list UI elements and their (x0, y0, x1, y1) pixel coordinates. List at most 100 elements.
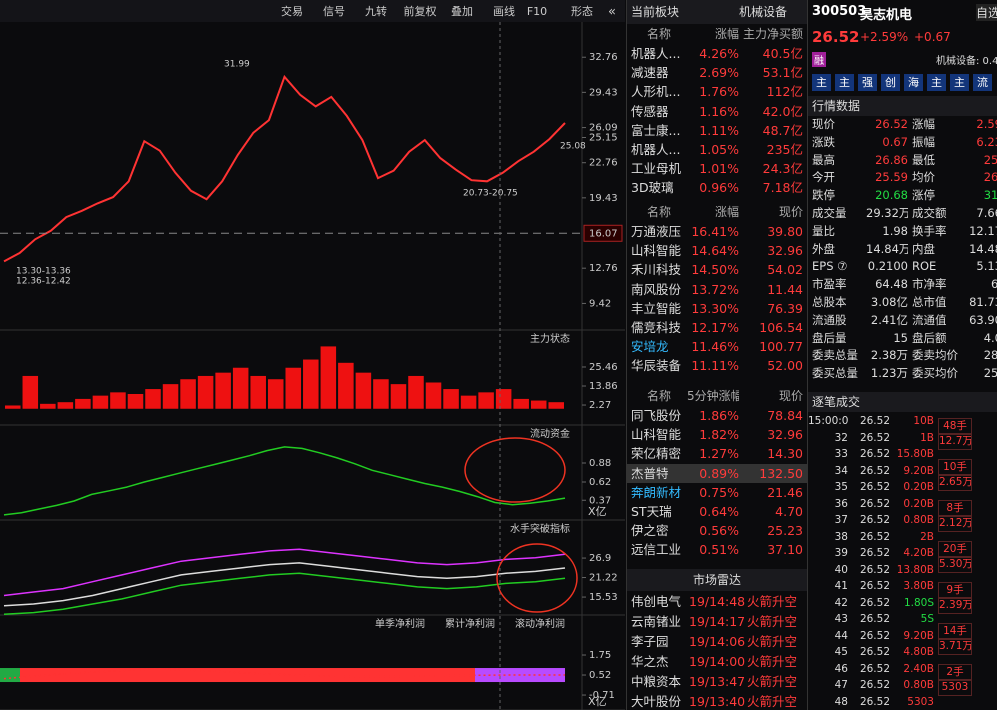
toolbar-button[interactable]: F10 (527, 5, 547, 18)
table-cell[interactable]: 4.26% (699, 46, 739, 61)
tag[interactable]: 强 (858, 74, 877, 91)
table-cell[interactable]: 4.70 (775, 504, 803, 519)
table-cell[interactable]: 1.76% (699, 84, 739, 100)
table-cell[interactable]: 112亿 (766, 84, 803, 100)
table-cell[interactable]: 0.56% (699, 523, 739, 539)
table-cell[interactable]: 53.1亿 (762, 65, 803, 81)
tag[interactable]: 主 (927, 74, 946, 91)
table-cell[interactable]: 16.41% (691, 224, 739, 239)
table-cell[interactable]: 0.96% (699, 180, 739, 196)
table-cell[interactable]: 人形机... (631, 84, 681, 100)
tag[interactable]: 主 (812, 74, 831, 91)
toolbar-button[interactable]: 九转 (365, 4, 387, 18)
table-cell[interactable]: 1.86% (699, 408, 739, 423)
bar (460, 395, 477, 409)
table-cell[interactable]: 0.75% (699, 484, 739, 500)
table-cell[interactable]: 11.11% (691, 358, 739, 374)
table-cell[interactable]: 14.30 (767, 446, 803, 462)
y-tick-label: 25.46 (589, 362, 618, 373)
add-watch[interactable]: 自选 (976, 4, 997, 21)
table-cell[interactable]: 25.23 (767, 523, 803, 539)
table-cell[interactable]: 37.10 (767, 542, 803, 558)
table-cell[interactable]: 1.11% (699, 122, 739, 138)
table-cell[interactable]: 远信工业 (631, 542, 682, 558)
toolbar-button[interactable]: 叠加 (451, 5, 473, 18)
table-cell[interactable]: 1.27% (699, 446, 739, 462)
toolbar-button[interactable]: 形态 (571, 5, 593, 18)
table-cell[interactable]: 13.30% (691, 300, 739, 316)
tag[interactable]: 创 (881, 74, 900, 91)
bar (373, 379, 389, 409)
table-cell[interactable]: 工业母机 (631, 161, 682, 177)
table-cell[interactable]: 7.18亿 (762, 180, 803, 196)
table-cell[interactable]: 14.50% (691, 262, 739, 278)
table-cell[interactable]: 235亿 (766, 142, 803, 157)
table-cell[interactable]: 2.69% (699, 65, 739, 81)
table-cell[interactable]: 132.50 (759, 465, 803, 481)
table-cell[interactable]: 0.51% (699, 542, 739, 558)
table-cell[interactable]: 13.72% (691, 281, 739, 297)
table-cell[interactable]: 76.39 (767, 300, 803, 316)
tag[interactable]: 主 (835, 74, 854, 91)
table-cell[interactable]: 禾川科技 (631, 262, 682, 278)
table-cell[interactable]: 1.05% (699, 142, 739, 157)
table-cell[interactable]: 24.3亿 (762, 161, 803, 177)
table-cell[interactable]: 荣亿精密 (631, 446, 682, 462)
table-cell[interactable]: 机器人... (631, 142, 681, 157)
table-cell[interactable]: 儒竞科技 (631, 320, 682, 335)
table-cell[interactable]: 富士康... (631, 122, 681, 138)
table-cell[interactable]: 山科智能 (631, 427, 682, 443)
tag[interactable]: 海 (904, 74, 923, 91)
highlight-circle (496, 543, 578, 613)
table-cell[interactable]: 华辰装备 (631, 358, 682, 374)
bar (548, 402, 564, 409)
table-cell[interactable]: 奔朗新材 (631, 484, 682, 500)
table-cell[interactable]: 机器人... (631, 46, 681, 61)
radar-cell: 19/14:17 (689, 614, 746, 629)
table-cell[interactable]: 减速器 (631, 65, 669, 81)
panel-header: 市场雷达 (627, 569, 807, 591)
table-cell[interactable]: 48.7亿 (762, 122, 803, 138)
toolbar-button[interactable]: 画线 (493, 4, 515, 18)
tag[interactable]: 流 (973, 74, 992, 91)
table-cell[interactable]: 万通液压 (631, 224, 682, 239)
table-cell[interactable]: 1.82% (699, 427, 739, 443)
table-cell[interactable]: 40.5亿 (762, 46, 803, 61)
stat-cell: 盘后量 (812, 330, 847, 345)
table-cell[interactable]: 14.64% (691, 243, 739, 259)
table-cell[interactable]: 传感器 (631, 103, 669, 119)
table-cell[interactable]: 伊之密 (631, 523, 669, 539)
table-cell[interactable]: 1.01% (699, 161, 739, 177)
table-cell[interactable]: 南风股份 (631, 281, 682, 297)
table-cell[interactable]: 21.46 (767, 484, 803, 500)
table-cell[interactable]: 11.46% (691, 339, 739, 355)
tag[interactable]: 主 (950, 74, 969, 91)
toolbar-button[interactable]: 信号 (323, 5, 345, 18)
table-cell[interactable]: 0.89% (699, 465, 739, 481)
table-cell[interactable]: 同飞股份 (631, 408, 682, 423)
toolbar-button[interactable]: 交易 (281, 4, 303, 18)
table-cell[interactable]: ST天瑞 (631, 504, 672, 519)
radar-cell: 伟创电气 (631, 594, 682, 609)
table-cell[interactable]: 11.44 (767, 281, 803, 297)
table-cell[interactable]: 0.64% (699, 504, 739, 519)
table-cell[interactable]: 山科智能 (631, 243, 682, 259)
collapse-button[interactable]: « (608, 5, 616, 20)
table-cell[interactable]: 1.16% (699, 103, 739, 119)
table-cell[interactable]: 32.96 (767, 243, 803, 259)
table-cell[interactable]: 78.84 (767, 408, 803, 423)
table-cell[interactable]: 安培龙 (631, 339, 669, 355)
toolbar-button[interactable]: 前复权 (404, 4, 437, 18)
table-cell[interactable]: 100.77 (759, 339, 803, 355)
table-cell[interactable]: 12.17% (691, 320, 739, 335)
table-cell[interactable]: 32.96 (767, 427, 803, 443)
table-cell[interactable]: 39.80 (767, 224, 803, 239)
table-cell[interactable]: 丰立智能 (631, 300, 682, 316)
table-cell[interactable]: 54.02 (767, 262, 803, 278)
table-cell[interactable]: 106.54 (759, 320, 803, 335)
table-cell[interactable]: 52.00 (767, 358, 803, 374)
table-cell[interactable]: 杰普特 (631, 465, 669, 481)
table-cell[interactable]: 42.0亿 (762, 103, 803, 119)
table-cell[interactable]: 3D玻璃 (631, 180, 674, 196)
panel-title: 流动资金 (530, 427, 570, 440)
